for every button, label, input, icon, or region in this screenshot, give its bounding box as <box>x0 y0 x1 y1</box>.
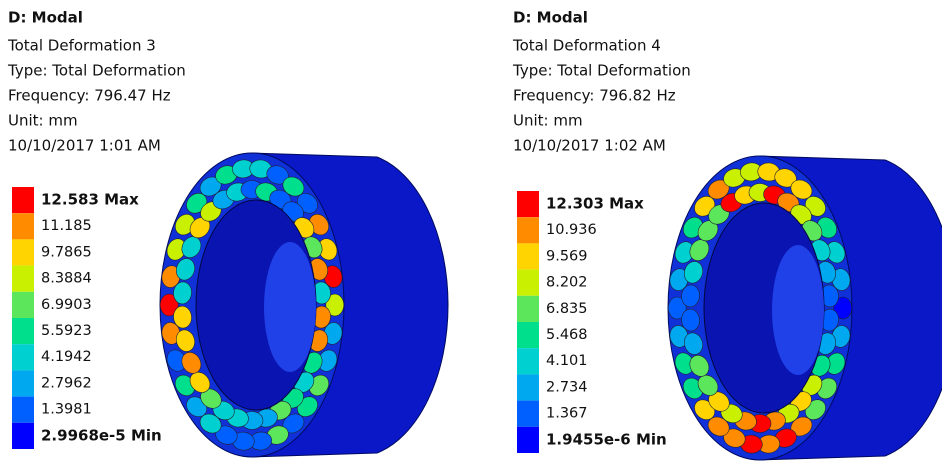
legend-label: 4.1942 <box>41 349 92 365</box>
screenshot: D: Modal Total Deformation 3 Type: Total D… <box>0 0 942 468</box>
legend-label: 2.9968e-5 Min <box>41 426 162 444</box>
info-line: Frequency: 796.47 Hz <box>8 87 171 105</box>
legend-swatch <box>12 318 34 344</box>
legend-swatch <box>12 213 34 239</box>
legend-label: 6.835 <box>546 301 588 317</box>
panel-title: D: Modal <box>513 9 588 27</box>
canvas: D: Modal Total Deformation 3 Type: Total D… <box>0 0 942 468</box>
legend-swatch <box>517 296 539 322</box>
legend-swatch <box>517 374 539 400</box>
legend-label: 10.936 <box>546 222 597 238</box>
legend-label: 5.5923 <box>41 323 92 339</box>
legend-label: 9.569 <box>546 248 588 264</box>
legend-swatch <box>12 370 34 396</box>
legend-label: 12.303 Max <box>546 195 644 213</box>
info-line: 10/10/2017 1:02 AM <box>513 137 666 155</box>
info-line: Type: Total Deformation <box>7 62 186 80</box>
legend-label: 6.9903 <box>41 297 92 313</box>
legend-swatch <box>12 239 34 265</box>
info-line: 10/10/2017 1:01 AM <box>8 137 161 155</box>
info-line: Frequency: 796.82 Hz <box>513 87 676 105</box>
legend-label: 5.468 <box>546 327 588 343</box>
legend-label: 8.3884 <box>41 271 92 287</box>
legend-swatch <box>517 348 539 374</box>
legend-swatch <box>517 270 539 296</box>
legend-label: 12.583 Max <box>41 191 139 209</box>
legend-swatch <box>12 266 34 292</box>
info-line: Total Deformation 3 <box>7 37 156 55</box>
legend-swatch <box>12 187 34 213</box>
info-line: Type: Total Deformation <box>512 62 691 80</box>
legend-swatch <box>517 401 539 427</box>
info-line: Unit: mm <box>513 112 583 130</box>
info-line: Total Deformation 4 <box>512 37 661 55</box>
info-line: Unit: mm <box>8 112 78 130</box>
legend-swatch <box>517 427 539 453</box>
legend-label: 11.185 <box>41 218 92 234</box>
legend-swatch <box>12 344 34 370</box>
legend-label: 1.367 <box>546 406 588 422</box>
legend-swatch <box>12 423 34 449</box>
legend-label: 2.734 <box>546 379 588 395</box>
legend-label: 2.7962 <box>41 375 92 391</box>
legend-swatch <box>12 292 34 318</box>
legend-swatch <box>517 322 539 348</box>
legend-label: 1.3981 <box>41 402 92 418</box>
bore-exit <box>264 242 316 372</box>
legend-label: 9.7865 <box>41 244 92 260</box>
legend-swatch <box>517 217 539 243</box>
legend-label: 4.101 <box>546 353 588 369</box>
legend-swatch <box>517 191 539 217</box>
legend-swatch <box>517 243 539 269</box>
legend-swatch <box>12 397 34 423</box>
panel-title: D: Modal <box>8 9 83 27</box>
legend-label: 8.202 <box>546 275 588 291</box>
bore-exit <box>772 245 824 375</box>
legend-label: 1.9455e-6 Min <box>546 430 667 448</box>
